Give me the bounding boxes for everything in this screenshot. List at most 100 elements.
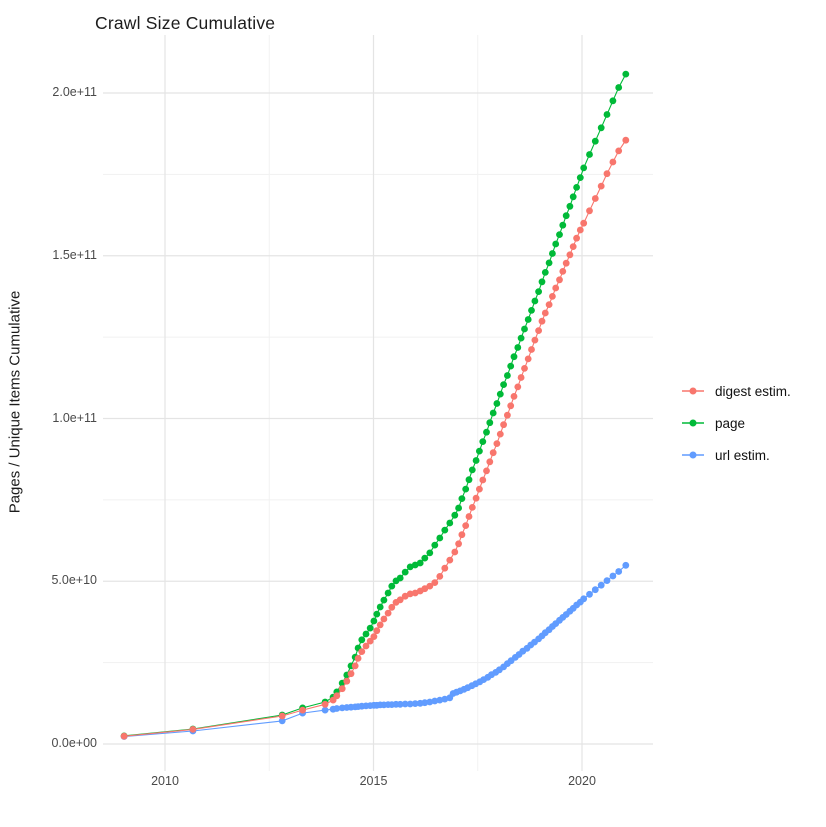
data-point: [591, 586, 599, 594]
data-point: [376, 621, 384, 629]
y-tick-label: 2.0e+11: [52, 85, 97, 99]
data-point: [465, 476, 473, 484]
series-url-estim: [120, 561, 630, 740]
series-digest-estim: [120, 136, 630, 740]
data-point: [573, 184, 580, 191]
data-point: [370, 633, 378, 640]
data-point: [528, 307, 535, 314]
legend-item: url estim.: [682, 443, 791, 467]
data-point: [580, 219, 588, 227]
data-point: [333, 692, 341, 700]
data-point: [556, 276, 563, 284]
data-point: [441, 564, 449, 572]
data-point: [446, 556, 454, 564]
data-point: [421, 699, 429, 707]
data-point: [189, 726, 197, 733]
data-point: [609, 97, 617, 105]
data-point: [483, 467, 490, 475]
data-point: [462, 485, 470, 493]
data-point: [531, 297, 539, 305]
data-point: [514, 383, 522, 391]
data-point: [566, 251, 574, 259]
data-point: [538, 278, 546, 286]
data-point: [431, 541, 439, 549]
data-point: [510, 353, 518, 361]
x-tick-label: 2020: [568, 774, 596, 788]
data-point: [580, 164, 588, 172]
data-point: [396, 700, 404, 708]
legend-item: page: [682, 411, 791, 435]
data-point: [351, 662, 359, 670]
data-point: [333, 705, 341, 712]
data-point: [451, 511, 459, 519]
data-point: [354, 655, 362, 662]
data-point: [552, 284, 560, 292]
data-point: [559, 268, 567, 275]
data-point: [278, 717, 286, 725]
data-point: [597, 124, 605, 132]
data-point: [552, 240, 560, 248]
data-point: [401, 700, 409, 708]
data-point: [376, 603, 384, 611]
data-point: [514, 344, 522, 351]
data-point: [521, 325, 528, 333]
data-point: [507, 362, 515, 370]
data-point: [591, 195, 599, 202]
data-point: [401, 568, 409, 576]
data-point: [366, 624, 374, 632]
data-point: [615, 147, 623, 155]
data-point: [622, 561, 630, 569]
data-point: [500, 381, 507, 388]
data-point: [436, 534, 444, 542]
data-point: [489, 409, 497, 417]
data-point: [562, 212, 570, 220]
data-point: [538, 317, 546, 325]
data-point: [278, 712, 286, 720]
data-point: [468, 504, 476, 511]
data-point: [500, 421, 507, 429]
data-point: [562, 259, 570, 267]
data-point: [603, 170, 611, 178]
data-point: [388, 582, 396, 590]
data-point: [586, 590, 593, 598]
x-tick-label: 2015: [359, 774, 388, 788]
data-point: [388, 603, 396, 611]
data-point: [549, 293, 556, 300]
data-point: [486, 419, 494, 427]
legend-key-icon: [682, 419, 704, 427]
data-point: [321, 700, 329, 708]
gridlines-major: [103, 35, 653, 771]
data-point: [521, 365, 528, 372]
data-point: [465, 513, 473, 520]
gridlines-minor: [103, 35, 653, 771]
data-point: [396, 596, 404, 604]
data-point: [524, 355, 532, 363]
data-point: [573, 234, 580, 242]
legend: digest estim. page url estim.: [682, 379, 791, 467]
series-line: [124, 139, 627, 737]
data-point: [421, 585, 429, 593]
data-point: [384, 609, 392, 617]
data-point: [524, 316, 532, 323]
legend-item-label: page: [715, 415, 746, 431]
data-point: [343, 677, 351, 685]
data-point: [406, 700, 414, 708]
data-point: [426, 582, 434, 590]
data-point: [556, 231, 563, 239]
data-point: [586, 207, 593, 215]
data-point: [421, 554, 429, 562]
data-point: [380, 615, 388, 623]
data-point: [373, 627, 381, 635]
data-point: [358, 636, 366, 644]
legend-item-label: digest estim.: [715, 383, 791, 399]
data-point: [603, 111, 611, 118]
data-point: [431, 579, 439, 586]
data-point: [615, 84, 623, 91]
data-point: [458, 531, 466, 539]
data-point: [358, 648, 366, 655]
legend-key-icon: [682, 451, 704, 459]
data-point: [541, 269, 549, 276]
data-point: [507, 402, 515, 410]
data-point: [576, 226, 584, 234]
